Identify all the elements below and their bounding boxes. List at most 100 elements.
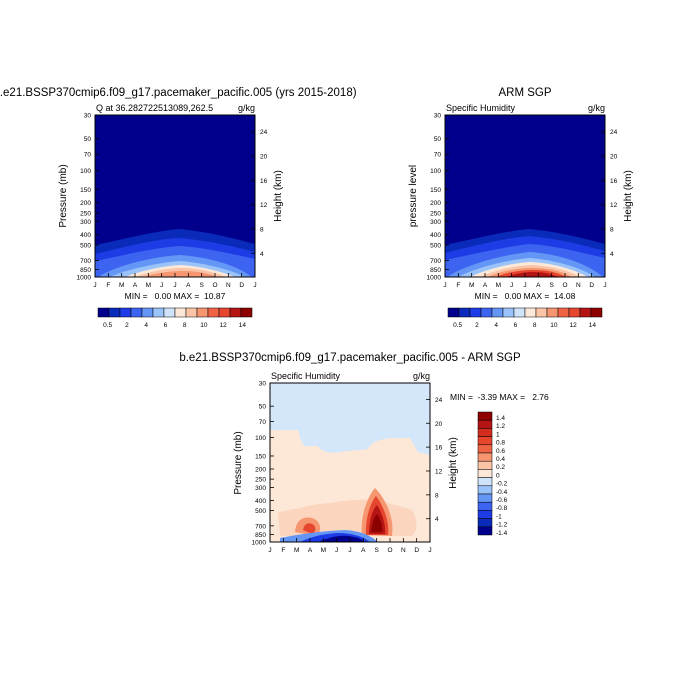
x-tick-label: J [160, 282, 163, 289]
panel2-title: ARM SGP [498, 87, 551, 99]
x-tick-label: O [562, 282, 567, 289]
x-tick-label: O [387, 547, 392, 554]
x-tick-label: J [173, 282, 176, 289]
colorbar-cell [524, 307, 537, 318]
colorbar-label: 10 [200, 322, 208, 329]
x-tick-label: J [348, 547, 351, 554]
y-right-tick-label: 20 [260, 154, 268, 161]
y-tick-label: 700 [430, 258, 441, 265]
y-right-tick-label: 4 [435, 516, 439, 523]
colorbar-label: 0.6 [496, 448, 505, 455]
colorbar-cell [477, 452, 493, 462]
x-tick-label: S [374, 547, 379, 554]
colorbar-label: 0.5 [103, 322, 112, 329]
panel1-right-label: g/kg [238, 103, 255, 113]
y-tick-label: 300 [255, 485, 266, 492]
colorbar-cell [477, 436, 493, 446]
y-right-tick-label: 12 [260, 202, 268, 209]
colorbar-cell [535, 307, 548, 318]
colorbar-cell [458, 307, 471, 318]
x-tick-label: D [414, 547, 419, 554]
colorbar-cell [185, 307, 198, 318]
x-tick-label: J [510, 282, 513, 289]
y-right-tick-label: 20 [435, 421, 443, 428]
y-tick-label: 30 [434, 113, 442, 120]
colorbar-cell [477, 411, 493, 421]
colorbar-cell [477, 469, 493, 478]
y-right-tick-label: 16 [435, 445, 443, 452]
colorbar-label: 2 [475, 322, 479, 329]
y-tick-label: 100 [80, 168, 91, 175]
y-tick-label: 250 [80, 210, 91, 217]
y-right-tick-label: 12 [610, 202, 618, 209]
colorbar-label: 6 [514, 322, 518, 329]
x-tick-label: A [186, 282, 191, 289]
y-tick-label: 250 [430, 210, 441, 217]
colorbar-label: 12 [570, 322, 578, 329]
y-tick-label: 150 [80, 187, 91, 194]
panel3-ylabel-right: Height (km) [448, 437, 459, 489]
colorbar-label: 8 [533, 322, 537, 329]
y-tick-label: 300 [430, 219, 441, 226]
x-tick-label: M [146, 282, 151, 289]
y-right-tick-label: 24 [610, 129, 618, 136]
colorbar-label: 0.4 [496, 456, 505, 463]
x-tick-label: J [253, 282, 256, 289]
x-tick-label: A [133, 282, 138, 289]
colorbar-label: -1.2 [496, 522, 508, 529]
colorbar-cell [557, 307, 570, 318]
colorbar-cell [477, 518, 493, 528]
y-tick-label: 400 [255, 498, 266, 505]
x-tick-label: A [361, 547, 366, 554]
colorbar-label: 10 [550, 322, 558, 329]
panel1-title: b.e21.BSSP370cmip6.f09_g17.pacemaker_pac… [0, 87, 357, 99]
colorbar-cell [477, 485, 493, 495]
x-tick-label: M [469, 282, 474, 289]
colorbar-label: -0.2 [496, 481, 508, 488]
colorbar-label: -0.6 [496, 497, 508, 504]
x-tick-label: F [281, 547, 285, 554]
colorbar-cell [477, 510, 493, 519]
colorbar-cell [163, 307, 176, 318]
x-tick-label: J [523, 282, 526, 289]
colorbar-cell [97, 307, 110, 318]
x-tick-label: J [93, 282, 96, 289]
colorbar-label: 0.2 [496, 464, 505, 471]
colorbar-cell [174, 307, 187, 318]
colorbar-cell [579, 307, 592, 318]
x-tick-label: J [443, 282, 446, 289]
colorbar-label: -1 [496, 513, 502, 520]
panel-model-q: b.e21.BSSP370cmip6.f09_g17.pacemaker_pac… [0, 87, 357, 329]
colorbar-label: 0.5 [453, 322, 462, 329]
y-right-tick-label: 12 [435, 468, 443, 475]
colorbar-label: 0.8 [496, 440, 505, 447]
y-tick-label: 850 [430, 267, 441, 274]
colorbar-label: 14 [239, 322, 247, 329]
colorbar-label: 1 [496, 431, 500, 438]
x-tick-label: F [456, 282, 460, 289]
y-tick-label: 300 [80, 219, 91, 226]
x-tick-label: F [106, 282, 110, 289]
colorbar-cell [477, 460, 493, 470]
colorbar-cell [477, 501, 493, 511]
colorbar-cell [196, 307, 209, 318]
colorbar-label: 0 [496, 472, 500, 479]
y-tick-label: 70 [84, 152, 92, 159]
y-tick-label: 400 [80, 232, 91, 239]
colorbar-label: 4 [494, 322, 498, 329]
x-tick-label: J [603, 282, 606, 289]
y-tick-label: 500 [80, 242, 91, 249]
y-tick-label: 30 [84, 113, 92, 120]
colorbar-label: 1.4 [496, 415, 505, 422]
colorbar-label: 14 [589, 322, 597, 329]
y-tick-label: 200 [430, 200, 441, 207]
x-tick-label: A [308, 547, 313, 554]
panel2-right-label: g/kg [588, 103, 605, 113]
colorbar-cell [141, 307, 154, 318]
colorbar-cell [447, 307, 460, 318]
panel1-left-label: Q at 36.282722513089,262.5 [96, 103, 213, 113]
y-tick-label: 70 [259, 419, 267, 426]
panel1-stats: MIN = 0.00 MAX = 10.87 [125, 291, 226, 301]
